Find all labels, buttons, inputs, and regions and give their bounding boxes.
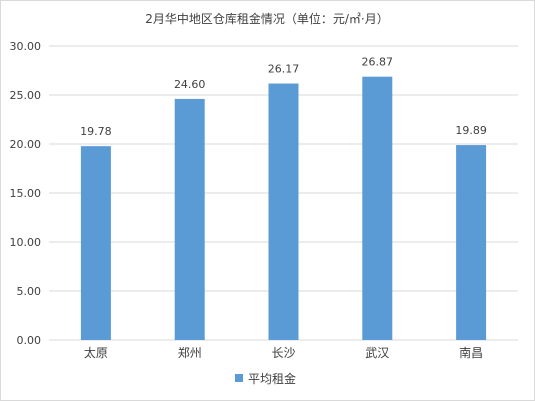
category-label: 长沙 [271,346,295,360]
category-label: 武汉 [365,346,389,360]
category-label: 郑州 [178,345,202,360]
y-axis-ticks: 0.00 5.00 10.00 15.00 20.00 25.00 30.00 [10,40,42,347]
data-label: 26.17 [268,63,300,76]
category-label: 南昌 [459,345,483,360]
bar [80,146,111,340]
bar [268,83,299,340]
chart-title: 2月华中地区仓库租金情况（单位：元/㎡·月） [145,11,389,26]
category-labels: 太原 郑州 长沙 武汉 南昌 [84,345,483,360]
y-tick-label: 30.00 [10,40,42,53]
legend-label: 平均租金 [248,371,296,386]
data-labels: 19.78 24.60 26.17 26.87 19.89 [80,56,487,138]
data-label: 19.89 [455,124,487,137]
data-label: 24.60 [174,78,206,91]
legend: 平均租金 [235,371,296,386]
y-tick-label: 20.00 [10,138,42,151]
bar [362,76,393,340]
y-tick-label: 5.00 [17,285,42,298]
y-tick-label: 10.00 [10,236,42,249]
data-label: 19.78 [80,125,112,138]
bar [174,98,205,340]
bar [456,145,487,340]
data-label: 26.87 [362,56,394,69]
y-tick-label: 25.00 [10,89,42,102]
y-tick-label: 0.00 [17,334,42,347]
legend-swatch [235,374,243,382]
y-tick-label: 15.00 [10,187,42,200]
category-label: 太原 [84,345,108,360]
bars [80,76,487,340]
